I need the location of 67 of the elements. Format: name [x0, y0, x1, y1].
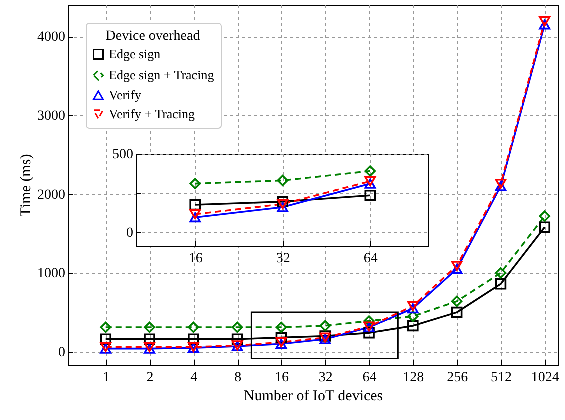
y-tick-label: 1000	[38, 266, 66, 282]
point	[188, 322, 200, 334]
point	[320, 320, 332, 332]
y-tick-label: 500	[112, 148, 134, 162]
x-tick-label: 64	[364, 252, 378, 266]
x-tick-label: 1024	[531, 370, 560, 386]
x-tick-label: 128	[403, 370, 424, 386]
point	[144, 322, 156, 334]
point	[364, 166, 376, 177]
point	[190, 178, 201, 190]
point	[190, 209, 201, 220]
x-tick-label: 64	[362, 370, 377, 386]
point	[451, 296, 463, 308]
y-tick-label: 4000	[38, 30, 66, 46]
point	[277, 199, 289, 210]
point	[144, 334, 156, 346]
point	[190, 212, 201, 223]
point	[277, 175, 289, 186]
x-tick-label: 4	[190, 370, 198, 386]
point	[232, 334, 244, 346]
x-tick-label: 8	[234, 370, 242, 386]
x-tick-label: 32	[318, 370, 333, 386]
point	[100, 334, 112, 346]
point	[364, 176, 376, 186]
point	[408, 304, 419, 314]
point	[232, 322, 244, 334]
point	[539, 20, 551, 30]
x-tick-label: 1	[102, 370, 110, 386]
point	[451, 306, 463, 318]
x-axis-title: Number of IoT devices	[244, 388, 384, 404]
point	[408, 320, 419, 332]
y-tick-label: 2000	[38, 188, 66, 203]
point	[408, 310, 419, 322]
legend-title: Device overhead	[106, 29, 200, 44]
x-tick-label: 512	[490, 370, 512, 386]
point	[364, 316, 375, 327]
point	[276, 332, 288, 344]
point	[495, 267, 507, 279]
y-tick-label: 0	[126, 226, 134, 241]
point	[188, 334, 200, 346]
point	[364, 178, 376, 189]
x-tick-label: 2	[146, 370, 154, 386]
point	[451, 261, 463, 272]
point	[277, 202, 289, 212]
point	[451, 264, 463, 274]
x-tick-label: 256	[447, 370, 468, 386]
x-tick-label: 16	[188, 252, 203, 266]
y-axis-title: Time (ms)	[18, 154, 34, 217]
point	[190, 199, 201, 211]
point	[495, 278, 507, 290]
point	[539, 210, 551, 222]
point	[408, 301, 419, 312]
legend-label: Verify	[109, 88, 142, 102]
point	[539, 16, 551, 27]
point	[364, 190, 376, 202]
point	[277, 196, 289, 208]
legend-label: Verify + Tracing	[109, 106, 196, 122]
x-tick-label: 32	[276, 252, 290, 266]
point	[276, 322, 288, 334]
x-tick-label: 16	[274, 370, 289, 386]
legend-label: Edge sign + Tracing	[109, 68, 215, 82]
point	[100, 322, 112, 334]
y-tick-label: 3000	[38, 108, 66, 124]
point	[539, 222, 551, 234]
legend-label: Edge sign	[109, 46, 162, 62]
y-tick-label: 0	[58, 345, 66, 360]
point	[364, 327, 375, 339]
